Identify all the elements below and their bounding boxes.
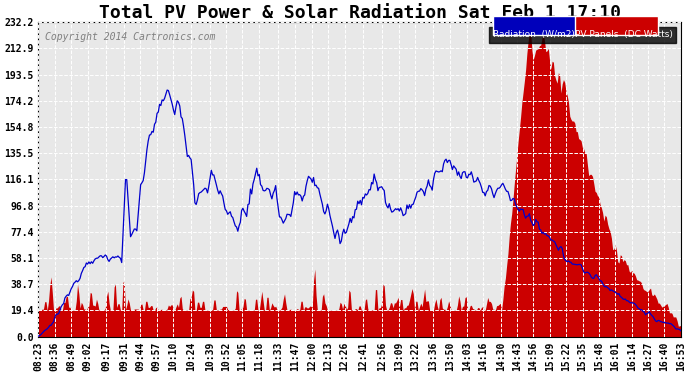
- Legend: Radiation  (W/m2), PV Panels  (DC Watts): Radiation (W/m2), PV Panels (DC Watts): [489, 27, 676, 43]
- Text: Copyright 2014 Cartronics.com: Copyright 2014 Cartronics.com: [45, 32, 215, 42]
- Title: Total PV Power & Solar Radiation Sat Feb 1 17:10: Total PV Power & Solar Radiation Sat Feb…: [99, 4, 620, 22]
